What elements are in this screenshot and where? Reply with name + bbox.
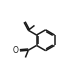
Text: O: O [13, 46, 19, 55]
